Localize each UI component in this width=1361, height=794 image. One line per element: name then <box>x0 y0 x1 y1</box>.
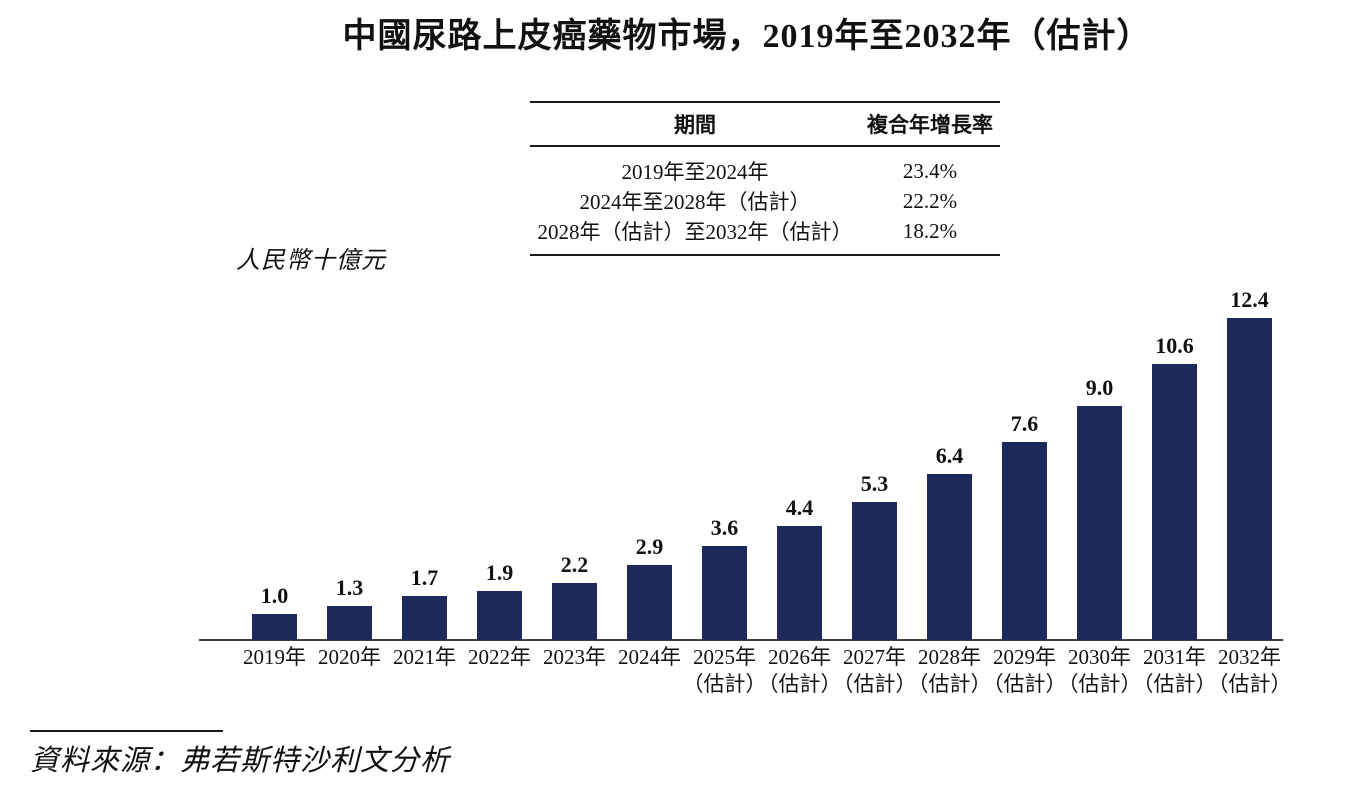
x-axis-label-year: 2026年 <box>768 645 831 669</box>
x-axis-label: 2029年 （估計） <box>970 644 1080 698</box>
cagr-value-cell: 23.4% <box>902 158 958 183</box>
x-axis-label: 2032年 （估計） <box>1195 644 1305 698</box>
x-axis-label: 2019年 <box>243 645 306 669</box>
bar <box>552 583 597 640</box>
bar <box>1227 318 1272 640</box>
x-axis-label-year: 2031年 <box>1143 645 1206 669</box>
bar-value-label: 4.4 <box>785 495 814 520</box>
y-axis-unit-label: 人民幣十億元 <box>236 248 386 274</box>
cagr-table-row: 2028年（估計）至2032年（估計） 18.2% <box>530 216 1000 246</box>
cagr-value-cell: 18.2% <box>902 218 958 243</box>
bar <box>1002 442 1047 640</box>
x-axis-label-year: 2029年 <box>993 645 1056 669</box>
bar <box>927 474 972 640</box>
source-divider-rule <box>30 730 223 732</box>
bar <box>402 596 447 640</box>
bar-value-label: 6.4 <box>935 443 964 468</box>
cagr-period-cell: 2024年至2028年（估計） <box>579 190 811 214</box>
x-axis-label-estimate: （估計） <box>1207 672 1292 696</box>
x-axis-label: 2025年 （估計） <box>670 644 780 698</box>
bar-value-label: 7.6 <box>1010 411 1039 436</box>
x-axis-label-estimate: （估計） <box>1057 672 1142 696</box>
cagr-table-row: 2019年至2024年 23.4% <box>530 156 1000 186</box>
bar-value-label: 1.9 <box>485 560 514 585</box>
x-axis-label: 2030年 （估計） <box>1045 644 1155 698</box>
x-axis-label-year: 2028年 <box>918 645 981 669</box>
x-axis-label-estimate: （估計） <box>1132 672 1217 696</box>
x-axis-label-estimate: （估計） <box>757 672 842 696</box>
table-header-period: 期間 <box>674 114 716 137</box>
chart-title: 中國尿路上皮癌藥物市場，2019年至2032年（估計） <box>342 18 1152 55</box>
bar <box>627 565 672 640</box>
bar <box>327 606 372 640</box>
bar-value-label: 2.9 <box>635 534 664 559</box>
x-axis-label: 2031年 （估計） <box>1120 644 1230 698</box>
bar-value-label: 10.6 <box>1155 333 1194 358</box>
bar <box>1152 364 1197 640</box>
x-axis-line <box>199 639 1283 641</box>
x-axis-label: 2028年 （估計） <box>895 644 1005 698</box>
bar <box>777 526 822 640</box>
x-axis-label-year: 2025年 <box>693 645 756 669</box>
x-axis-label-estimate: （估計） <box>682 672 767 696</box>
cagr-table-row: 2024年至2028年（估計） 22.2% <box>530 186 1000 216</box>
bar-value-label: 1.3 <box>335 575 364 600</box>
bar-value-label: 1.0 <box>260 583 289 608</box>
x-axis-label: 2022年 <box>468 645 531 669</box>
cagr-period-cell: 2019年至2024年 <box>621 160 769 184</box>
cagr-table: 期間 複合年增長率 2019年至2024年 23.4% 2024年至2028年（估計… <box>530 101 1000 256</box>
x-axis-label-estimate: （估計） <box>832 672 917 696</box>
cagr-table-body: 2019年至2024年 23.4% 2024年至2028年（估計） 22.2% 2028… <box>530 147 1000 254</box>
x-axis-label-year: 2030年 <box>1068 645 1131 669</box>
cagr-value-cell: 22.2% <box>902 188 958 213</box>
x-axis-label-estimate: （估計） <box>907 672 992 696</box>
table-header-cagr: 複合年增長率 <box>867 114 993 137</box>
bar <box>1077 406 1122 640</box>
bar-value-label: 9.0 <box>1085 375 1114 400</box>
source-note: 資料來源：弗若斯特沙利文分析 <box>30 745 451 777</box>
bar-value-label: 3.6 <box>710 515 739 540</box>
x-axis-label: 2026年 （估計） <box>745 644 855 698</box>
bar <box>477 591 522 640</box>
x-axis-label-estimate: （估計） <box>982 672 1067 696</box>
bar <box>702 546 747 640</box>
bar-value-label: 2.2 <box>560 552 589 577</box>
x-axis-label: 2021年 <box>393 645 456 669</box>
x-axis-label: 2027年 （估計） <box>820 644 930 698</box>
cagr-period-cell: 2028年（估計）至2032年（估計） <box>537 220 853 244</box>
bar <box>852 502 897 640</box>
x-axis-label-year: 2032年 <box>1218 645 1281 669</box>
cagr-table-header-row: 期間 複合年增長率 <box>530 103 1000 147</box>
x-axis-label-year: 2027年 <box>843 645 906 669</box>
bar-value-label: 1.7 <box>410 565 439 590</box>
x-axis-label: 2023年 <box>543 645 606 669</box>
x-axis-label: 2024年 <box>618 645 681 669</box>
bar <box>252 614 297 640</box>
x-axis-label: 2020年 <box>318 645 381 669</box>
bar-value-label: 5.3 <box>860 471 889 496</box>
bar-value-label: 12.4 <box>1230 287 1269 312</box>
